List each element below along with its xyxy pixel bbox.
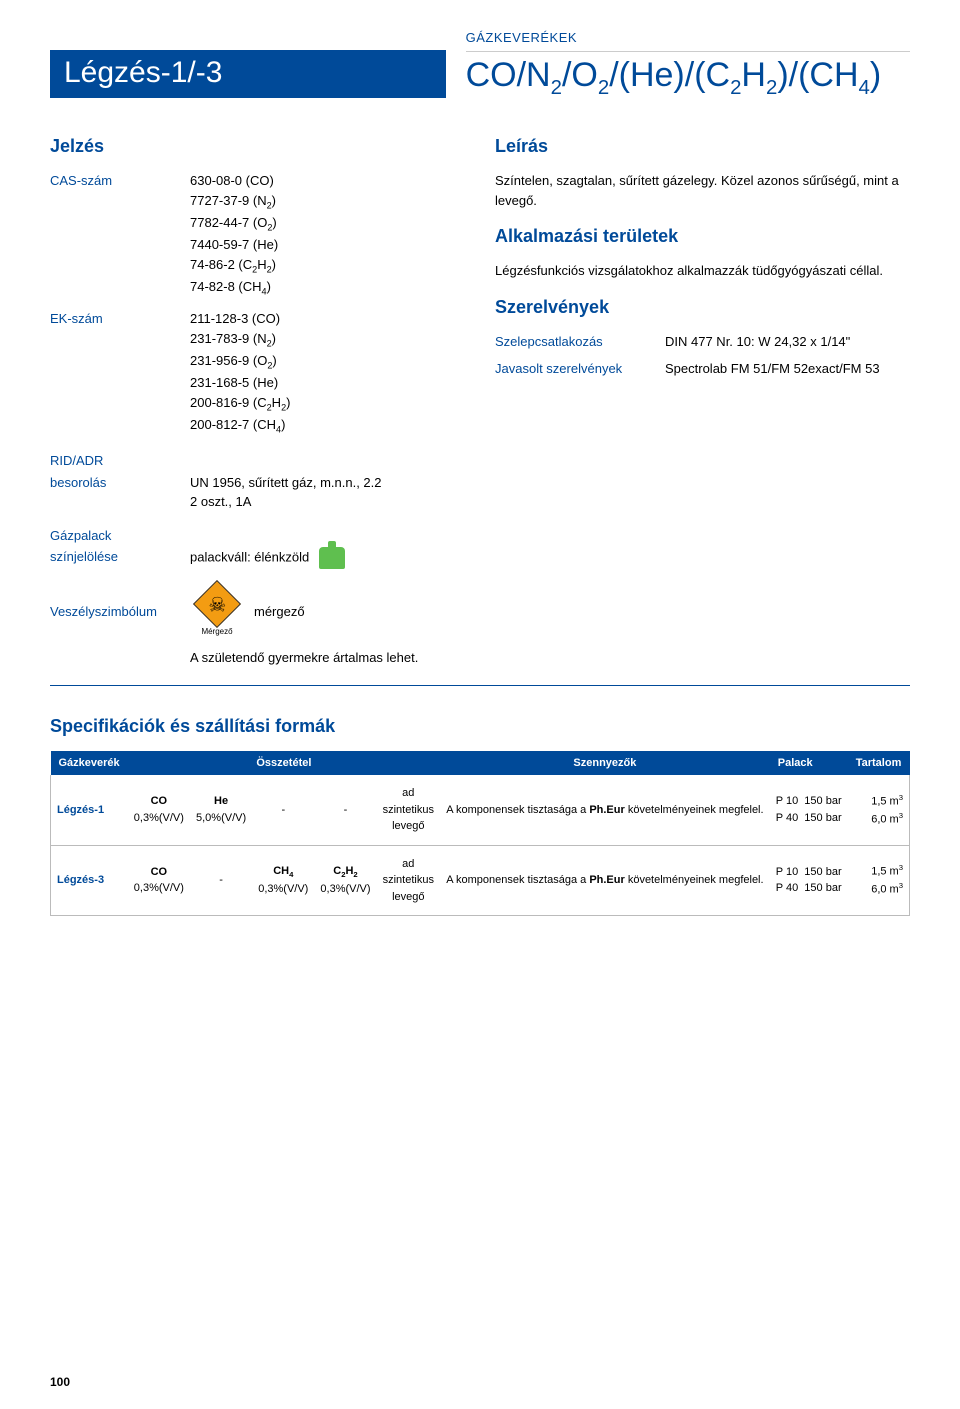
javasolt-row: Javasolt szerelvények Spectrolab FM 51/F… bbox=[495, 359, 910, 379]
row-c2: - bbox=[190, 845, 252, 916]
spec-tbody: Légzés-1CO0,3%(V/V)He5,0%(V/V)--adszinte… bbox=[51, 775, 910, 916]
palack-row1: Gázpalack bbox=[50, 526, 465, 546]
page-header: Légzés-1/-3 GÁZKEVERÉKEK CO/N2/O2/(He)/(… bbox=[50, 30, 910, 98]
szinjel-label: színjelölése bbox=[50, 547, 190, 569]
cas-label: CAS-szám bbox=[50, 171, 190, 299]
header-left: Légzés-1/-3 bbox=[50, 50, 446, 98]
besorolas-label: besorolás bbox=[50, 473, 190, 512]
ek-values: 211-128-3 (CO)231-783-9 (N2)231-956-9 (O… bbox=[190, 309, 465, 437]
szelep-val: DIN 477 Nr. 10: W 24,32 x 1/14" bbox=[665, 332, 910, 352]
row-c4: - bbox=[314, 775, 376, 845]
besorolas-v2: 2 oszt., 1A bbox=[190, 494, 251, 509]
header-right: GÁZKEVERÉKEK CO/N2/O2/(He)/(C2H2)/(CH4) bbox=[446, 30, 910, 98]
product-title: Légzés-1/-3 bbox=[50, 50, 446, 98]
spec-title: Specifikációk és szállítási formák bbox=[50, 716, 910, 737]
skull-hazard-icon bbox=[193, 580, 241, 628]
th-palack: Palack bbox=[770, 751, 848, 775]
row-c2: He5,0%(V/V) bbox=[190, 775, 252, 845]
table-row: Légzés-3CO0,3%(V/V)-CH40,3%(V/V)C2H20,3%… bbox=[51, 845, 910, 916]
row-name: Légzés-1 bbox=[51, 775, 128, 845]
ek-label: EK-szám bbox=[50, 309, 190, 437]
besorolas-v1: UN 1956, sűrített gáz, m.n.n., 2.2 bbox=[190, 475, 381, 490]
alk-text: Légzésfunkciós vizsgálatokhoz alkalmazzá… bbox=[495, 261, 910, 281]
row-c3: - bbox=[252, 775, 314, 845]
table-row: Légzés-1CO0,3%(V/V)He5,0%(V/V)--adszinte… bbox=[51, 775, 910, 845]
category-label: GÁZKEVERÉKEK bbox=[466, 30, 910, 52]
row-szeny: A komponensek tisztasága a Ph.Eur követe… bbox=[440, 845, 770, 916]
row-c1: CO0,3%(V/V) bbox=[128, 775, 190, 845]
left-column: Jelzés CAS-szám 630-08-0 (CO)7727-37-9 (… bbox=[50, 128, 465, 665]
szer-title: Szerelvények bbox=[495, 297, 910, 318]
besorolas-values: UN 1956, sűrített gáz, m.n.n., 2.2 2 osz… bbox=[190, 473, 465, 512]
palack-label: Gázpalack bbox=[50, 526, 190, 546]
jelzes-title: Jelzés bbox=[50, 136, 465, 157]
th-tartalom: Tartalom bbox=[848, 751, 910, 775]
veszely-val: mérgező bbox=[254, 604, 305, 619]
row-palack: P 10 150 barP 40 150 bar bbox=[770, 845, 848, 916]
leiras-title: Leírás bbox=[495, 136, 910, 157]
leiras-text: Színtelen, szagtalan, sűrített gázelegy.… bbox=[495, 171, 910, 210]
javasolt-label: Javasolt szerelvények bbox=[495, 359, 665, 379]
row-palack: P 10 150 barP 40 150 bar bbox=[770, 775, 848, 845]
th-osszetetel: Összetétel bbox=[128, 751, 440, 775]
ek-row: EK-szám 211-128-3 (CO)231-783-9 (N2)231-… bbox=[50, 309, 465, 437]
szelep-label: Szelepcsatlakozás bbox=[495, 332, 665, 352]
row-name: Légzés-3 bbox=[51, 845, 128, 916]
mergezo-small: Mérgező bbox=[190, 627, 244, 636]
page-number: 100 bbox=[50, 1375, 70, 1389]
info-columns: Jelzés CAS-szám 630-08-0 (CO)7727-37-9 (… bbox=[50, 128, 910, 686]
cas-values: 630-08-0 (CO)7727-37-9 (N2)7782-44-7 (O2… bbox=[190, 171, 465, 299]
row-c5: adszintetikuslevegő bbox=[377, 845, 440, 916]
th-gazkeverek: Gázkeverék bbox=[51, 751, 128, 775]
right-column: Leírás Színtelen, szagtalan, sűrített gá… bbox=[495, 128, 910, 665]
row-c1: CO0,3%(V/V) bbox=[128, 845, 190, 916]
javasolt-val: Spectrolab FM 51/FM 52exact/FM 53 bbox=[665, 359, 910, 379]
cylinder-icon bbox=[319, 547, 345, 569]
th-szennyezok: Szennyezők bbox=[440, 751, 770, 775]
warning-text: A születendő gyermekre ártalmas lehet. bbox=[190, 650, 465, 665]
rid-label: RID/ADR bbox=[50, 451, 190, 471]
besorolas-row: besorolás UN 1956, sűrített gáz, m.n.n.,… bbox=[50, 473, 465, 512]
cas-row: CAS-szám 630-08-0 (CO)7727-37-9 (N2)7782… bbox=[50, 171, 465, 299]
row-tart: 1,5 m36,0 m3 bbox=[848, 775, 910, 845]
row-c4: C2H20,3%(V/V) bbox=[314, 845, 376, 916]
row-szeny: A komponensek tisztasága a Ph.Eur követe… bbox=[440, 775, 770, 845]
spec-header-row: Gázkeverék Összetétel Szennyezők Palack … bbox=[51, 751, 910, 775]
row-c3: CH40,3%(V/V) bbox=[252, 845, 314, 916]
row-c5: adszintetikuslevegő bbox=[377, 775, 440, 845]
szelep-row: Szelepcsatlakozás DIN 477 Nr. 10: W 24,3… bbox=[495, 332, 910, 352]
alk-title: Alkalmazási területek bbox=[495, 226, 910, 247]
veszely-row: Veszélyszimbólum Mérgező mérgező bbox=[50, 587, 465, 636]
veszely-label: Veszélyszimbólum bbox=[50, 604, 190, 619]
spec-table: Gázkeverék Összetétel Szennyezők Palack … bbox=[50, 751, 910, 916]
szinjel-row: színjelölése palackváll: élénkzöld bbox=[50, 547, 465, 569]
row-tart: 1,5 m36,0 m3 bbox=[848, 845, 910, 916]
rid-row: RID/ADR bbox=[50, 451, 465, 471]
szinjel-val: palackváll: élénkzöld bbox=[190, 547, 465, 569]
chemical-formula: CO/N2/O2/(He)/(C2H2)/(CH4) bbox=[466, 58, 910, 98]
